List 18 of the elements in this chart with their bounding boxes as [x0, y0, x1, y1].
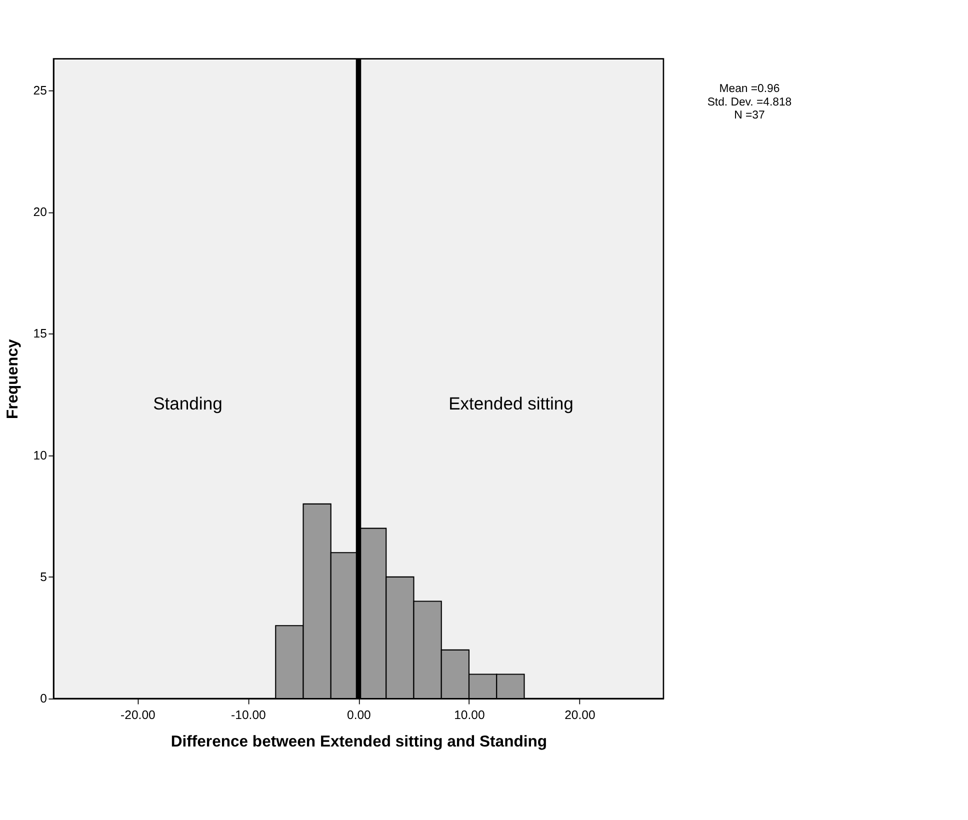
x-tick-label: 20.00 — [564, 708, 596, 722]
annotation: Extended sitting — [448, 394, 574, 414]
x-tick-label: -20.00 — [120, 708, 156, 722]
y-tick-label: 0 — [40, 692, 48, 706]
x-axis-title: Difference between Extended sitting and Standing — [170, 733, 548, 750]
x-tick-label: 0.00 — [347, 708, 372, 722]
x-tick-label: 10.00 — [454, 708, 485, 722]
x-tick-label: -10.00 — [231, 708, 266, 722]
y-tick-label: 5 — [40, 570, 48, 584]
annotation: Standing — [153, 394, 222, 414]
y-tick-label: 25 — [33, 83, 48, 98]
text: Std. Dev. =4.818 — [707, 96, 792, 108]
y-tick-label: 10 — [33, 448, 48, 462]
text: N =37 — [734, 109, 765, 122]
y-tick-label: 15 — [33, 326, 48, 341]
y-tick-label: 20 — [33, 205, 48, 219]
text: Mean =0.96 — [719, 83, 780, 96]
y-axis-title: Frequency — [4, 338, 22, 420]
